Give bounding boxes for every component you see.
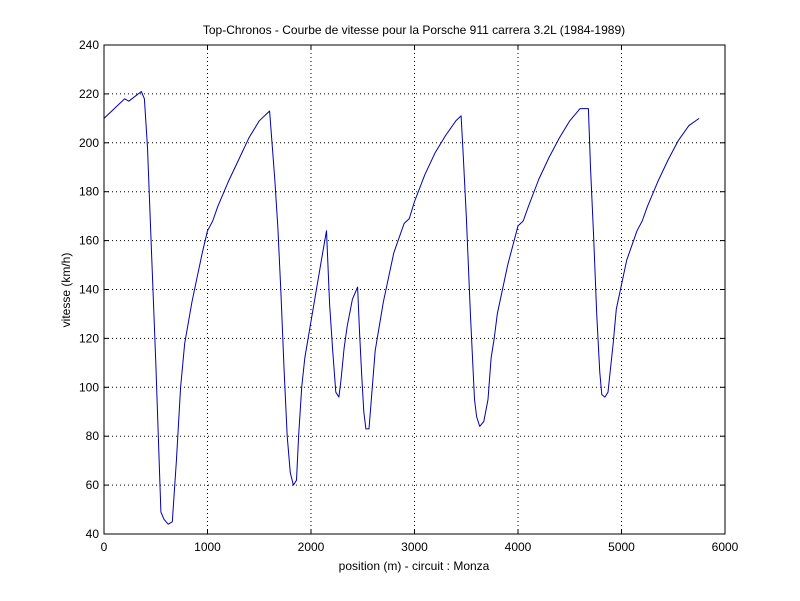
series-layer [103, 91, 700, 525]
y-tick-label: 220 [79, 87, 99, 101]
y-axis-label: vitesse (km/h) [59, 253, 73, 328]
y-tick-label: 200 [79, 136, 99, 150]
axis-ticks: 0 1000 2000 3000 4000 5000 6000 40 60 80 100 120 140… [79, 38, 739, 554]
y-tick-label: 240 [79, 38, 99, 52]
y-tick-label: 160 [79, 234, 99, 248]
x-tick-label: 1000 [194, 540, 221, 554]
y-tick-label: 100 [79, 380, 99, 394]
y-tick-label: 140 [79, 283, 99, 297]
x-tick-label: 2000 [298, 540, 325, 554]
y-tick-label: 60 [86, 478, 100, 492]
y-tick-label: 40 [86, 527, 100, 541]
x-axis-label: position (m) - circuit : Monza [339, 559, 490, 573]
y-tick-label: 80 [86, 429, 100, 443]
x-tick-label: 6000 [712, 540, 739, 554]
y-tick-label: 180 [79, 185, 99, 199]
x-tick-label: 3000 [401, 540, 428, 554]
x-tick-label: 5000 [608, 540, 635, 554]
x-tick-label: 4000 [505, 540, 532, 554]
y-tick-label: 120 [79, 331, 99, 345]
grid-lines [104, 45, 725, 534]
chart-title: Top-Chronos - Courbe de vitesse pour la … [203, 23, 625, 37]
x-tick-label: 0 [101, 540, 108, 554]
series-line-vitesse [103, 91, 700, 525]
